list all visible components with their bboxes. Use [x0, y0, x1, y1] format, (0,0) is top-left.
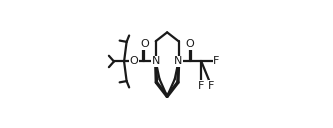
Text: F: F — [198, 81, 204, 91]
Text: O: O — [130, 56, 139, 66]
Text: N: N — [174, 56, 183, 66]
Text: N: N — [152, 56, 160, 66]
Text: F: F — [213, 56, 220, 66]
Text: O: O — [140, 39, 149, 49]
Text: O: O — [185, 39, 194, 49]
Text: F: F — [208, 81, 215, 91]
